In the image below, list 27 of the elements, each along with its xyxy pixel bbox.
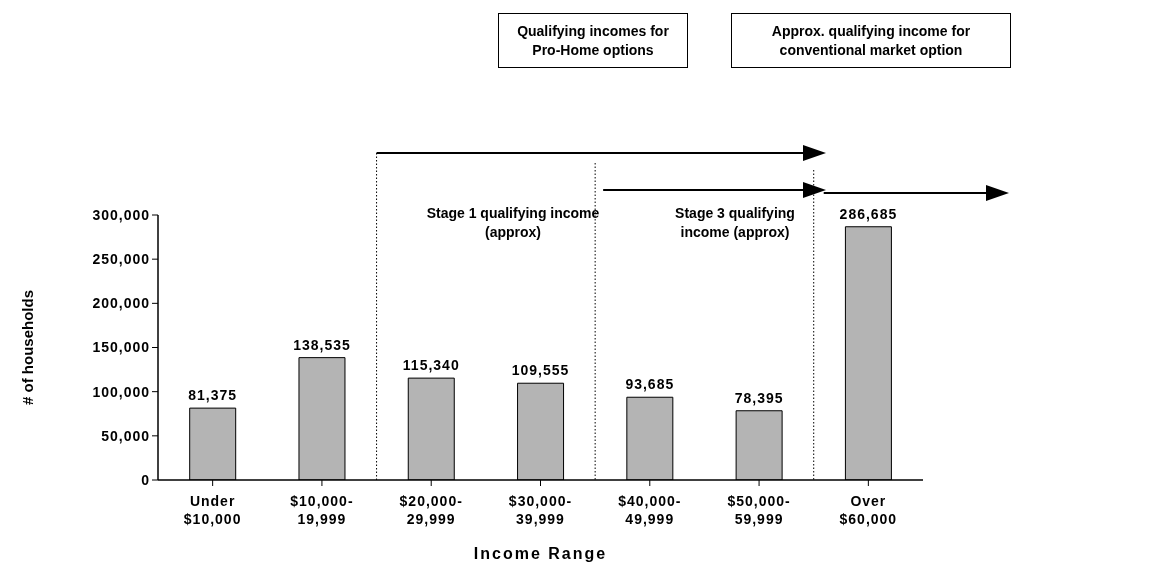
x-axis-title: Income Range — [473, 545, 608, 562]
x-tick-label: $50,000-59,999 — [727, 493, 791, 527]
data-label: 115,340 — [402, 357, 460, 374]
data-label: 81,375 — [188, 387, 238, 404]
x-tick-label: $40,000-49,999 — [618, 493, 682, 527]
data-label: 286,685 — [839, 205, 898, 222]
annotation: Stage 3 qualifying income (approx) — [674, 204, 796, 242]
data-label: 138,535 — [293, 336, 351, 353]
text: Qualifying incomes for Pro-Home options — [498, 13, 688, 68]
y-tick-label: 250,000 — [92, 251, 150, 268]
x-tick-label: Under $10,000 — [183, 493, 242, 527]
data-label: 93,685 — [625, 376, 675, 393]
text: Approx. qualifying income for conventional market option — [731, 13, 1011, 68]
y-tick-label: 300,000 — [92, 206, 150, 223]
y-tick-label: 50,000 — [101, 427, 150, 444]
y-tick-label: 0 — [141, 471, 150, 488]
annotation: Stage 1 qualifying income (approx) — [425, 204, 601, 242]
x-tick-label: Over $60,000 — [839, 493, 898, 527]
data-label: 78,395 — [734, 389, 784, 406]
y-tick-label: 150,000 — [92, 339, 150, 356]
y-tick-label: 100,000 — [92, 383, 150, 400]
x-tick-label: $20,000-29,999 — [399, 493, 463, 527]
x-tick-label: $30,000-39,999 — [508, 493, 573, 527]
data-label: 109,555 — [511, 362, 570, 379]
x-tick-label: $10,000-19,999 — [290, 493, 354, 527]
y-axis-title: # of households — [19, 289, 37, 406]
y-tick-label: 200,000 — [92, 295, 150, 312]
